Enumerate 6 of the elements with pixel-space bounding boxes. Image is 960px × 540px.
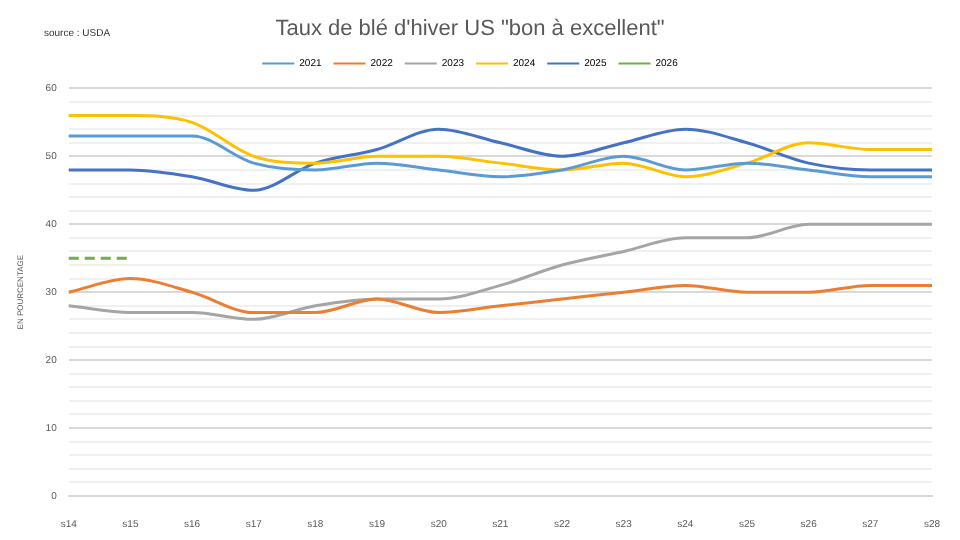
line-series [67, 134, 934, 179]
chart-title: Taux de blé d'hiver US "bon à excellent" [275, 17, 665, 42]
line-series [67, 114, 934, 179]
line-series [67, 277, 934, 315]
line-series [67, 127, 934, 192]
line-series [67, 222, 934, 321]
